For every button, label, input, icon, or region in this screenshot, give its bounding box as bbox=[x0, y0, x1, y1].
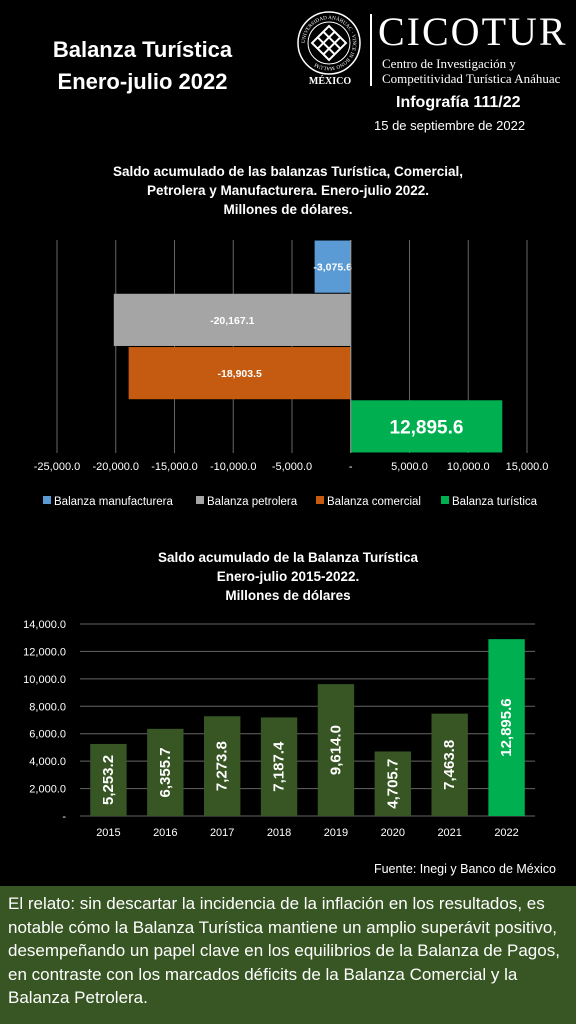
data-label: -3,075.6 bbox=[313, 262, 352, 274]
bar bbox=[374, 751, 412, 816]
legend-swatch bbox=[441, 496, 449, 504]
x-tick-label: 5,000.0 bbox=[391, 461, 428, 473]
bar bbox=[113, 293, 351, 346]
x-tick-label: 2021 bbox=[437, 827, 461, 839]
header-divider bbox=[370, 14, 372, 86]
data-label: 9,614.0 bbox=[327, 725, 344, 775]
x-tick-label: -20,000.0 bbox=[93, 461, 139, 473]
chart2-title-line: Millones de dólares bbox=[225, 588, 351, 603]
bar bbox=[314, 240, 351, 293]
bar bbox=[203, 716, 241, 816]
x-tick-label: -10,000.0 bbox=[210, 461, 256, 473]
y-tick-label: 6,000.0 bbox=[29, 729, 66, 741]
source-note: Fuente: Inegi y Banco de México bbox=[373, 862, 556, 876]
svg-text:UNIVERSIDAD ANÁHUAC · VINCE IN: UNIVERSIDAD ANÁHUAC · VINCE IN BONO MALU… bbox=[301, 14, 357, 71]
bar bbox=[147, 728, 184, 816]
title-line-2: Enero-julio 2022 bbox=[57, 69, 228, 94]
legend-swatch bbox=[316, 496, 324, 504]
x-tick-label: 2022 bbox=[494, 827, 518, 839]
bar bbox=[90, 743, 127, 816]
data-label: 7,463.8 bbox=[441, 740, 458, 790]
brand-subtitle-2: Competitividad Turística Anáhuac bbox=[382, 71, 561, 86]
x-tick-label: -15,000.0 bbox=[151, 461, 197, 473]
x-tick-label: 2015 bbox=[96, 827, 120, 839]
data-label: 12,895.6 bbox=[390, 417, 464, 438]
seal-text: UNIVERSIDAD ANÁHUAC · VINCE IN BONO MALU… bbox=[301, 14, 357, 71]
y-tick-label: 4,000.0 bbox=[29, 756, 66, 768]
legend-label: Balanza manufacturera bbox=[54, 496, 174, 508]
brand-logo: CICOTUR bbox=[378, 9, 568, 54]
story-box: El relato: sin descartar la incidencia d… bbox=[0, 886, 576, 1024]
chart2-title-line: Saldo acumulado de la Balanza Turística bbox=[157, 550, 419, 565]
legend-label: Balanza petrolera bbox=[207, 496, 298, 508]
x-tick-label: 2018 bbox=[267, 827, 291, 839]
seal-caption: MÉXICO bbox=[308, 76, 352, 87]
data-label: -18,903.5 bbox=[218, 368, 263, 380]
x-tick-label: 10,000.0 bbox=[447, 461, 490, 473]
bar bbox=[260, 717, 298, 816]
legend-label: Balanza comercial bbox=[327, 496, 421, 508]
legend-swatch bbox=[43, 496, 51, 504]
turistica-bar-chart: - 2,000.0 4,000.0 6,000.0 8,000.0 10,000.0 12,… bbox=[23, 619, 535, 839]
data-label: 5,253.2 bbox=[100, 755, 117, 805]
x-tick-label: 2019 bbox=[324, 827, 348, 839]
legend-label: Balanza turística bbox=[452, 496, 538, 508]
chart1-title-line: Petrolera y Manufacturera. Enero-julio 2… bbox=[146, 183, 430, 198]
y-tick-label: 14,000.0 bbox=[23, 619, 66, 631]
x-tick-label: -25,000.0 bbox=[34, 461, 80, 473]
chart1-title: Saldo acumulado de las balanzas Turístic… bbox=[60, 162, 516, 219]
data-label: -20,167.1 bbox=[210, 315, 255, 327]
data-label: 7,273.8 bbox=[214, 741, 231, 791]
data-label: 12,895.6 bbox=[498, 698, 515, 756]
publication-date: 15 de septiembre de 2022 bbox=[374, 118, 526, 133]
page-title: Balanza Turística Enero-julio 2022 bbox=[20, 34, 265, 98]
brand-subtitle-1: Centro de Investigación y bbox=[382, 56, 516, 71]
data-label: 7,187.4 bbox=[271, 741, 288, 792]
bar bbox=[488, 639, 525, 816]
bar bbox=[317, 684, 355, 816]
y-tick-label: 2,000.0 bbox=[29, 784, 66, 796]
x-tick-label: 15,000.0 bbox=[506, 461, 549, 473]
x-tick-label: 2020 bbox=[381, 827, 405, 839]
y-tick-label: 10,000.0 bbox=[23, 674, 66, 686]
bar bbox=[431, 713, 468, 816]
bar bbox=[350, 400, 503, 453]
bar bbox=[128, 347, 351, 400]
x-tick-label: 2017 bbox=[210, 827, 234, 839]
chart2-title-line: Enero-julio 2015-2022. bbox=[216, 569, 360, 584]
data-label: 6,355.7 bbox=[157, 747, 174, 797]
title-line-1: Balanza Turística bbox=[52, 37, 233, 62]
balanzas-bar-chart: -25,000.0 -20,000.0 -15,000.0 -10,000.0 -5,0… bbox=[34, 240, 549, 508]
x-tick-label: - bbox=[349, 461, 353, 473]
y-tick-label: 8,000.0 bbox=[29, 701, 66, 713]
infographic-number: Infografía 111/22 bbox=[396, 94, 521, 111]
data-label: 4,705.7 bbox=[384, 759, 401, 809]
y-tick-label: 12,000.0 bbox=[23, 646, 66, 658]
university-seal-logo: UNIVERSIDAD ANÁHUAC · VINCE IN BONO MALU… bbox=[297, 11, 361, 75]
chart1-title-line: Millones de dólares. bbox=[223, 202, 353, 217]
chart1-title-line: Saldo acumulado de las balanzas Turístic… bbox=[112, 164, 464, 179]
y-tick-label: - bbox=[62, 811, 66, 823]
x-tick-label: 2016 bbox=[153, 827, 177, 839]
legend-swatch bbox=[196, 496, 204, 504]
x-tick-label: -5,000.0 bbox=[272, 461, 312, 473]
chart2-title: Saldo acumulado de la Balanza Turística … bbox=[60, 548, 516, 605]
